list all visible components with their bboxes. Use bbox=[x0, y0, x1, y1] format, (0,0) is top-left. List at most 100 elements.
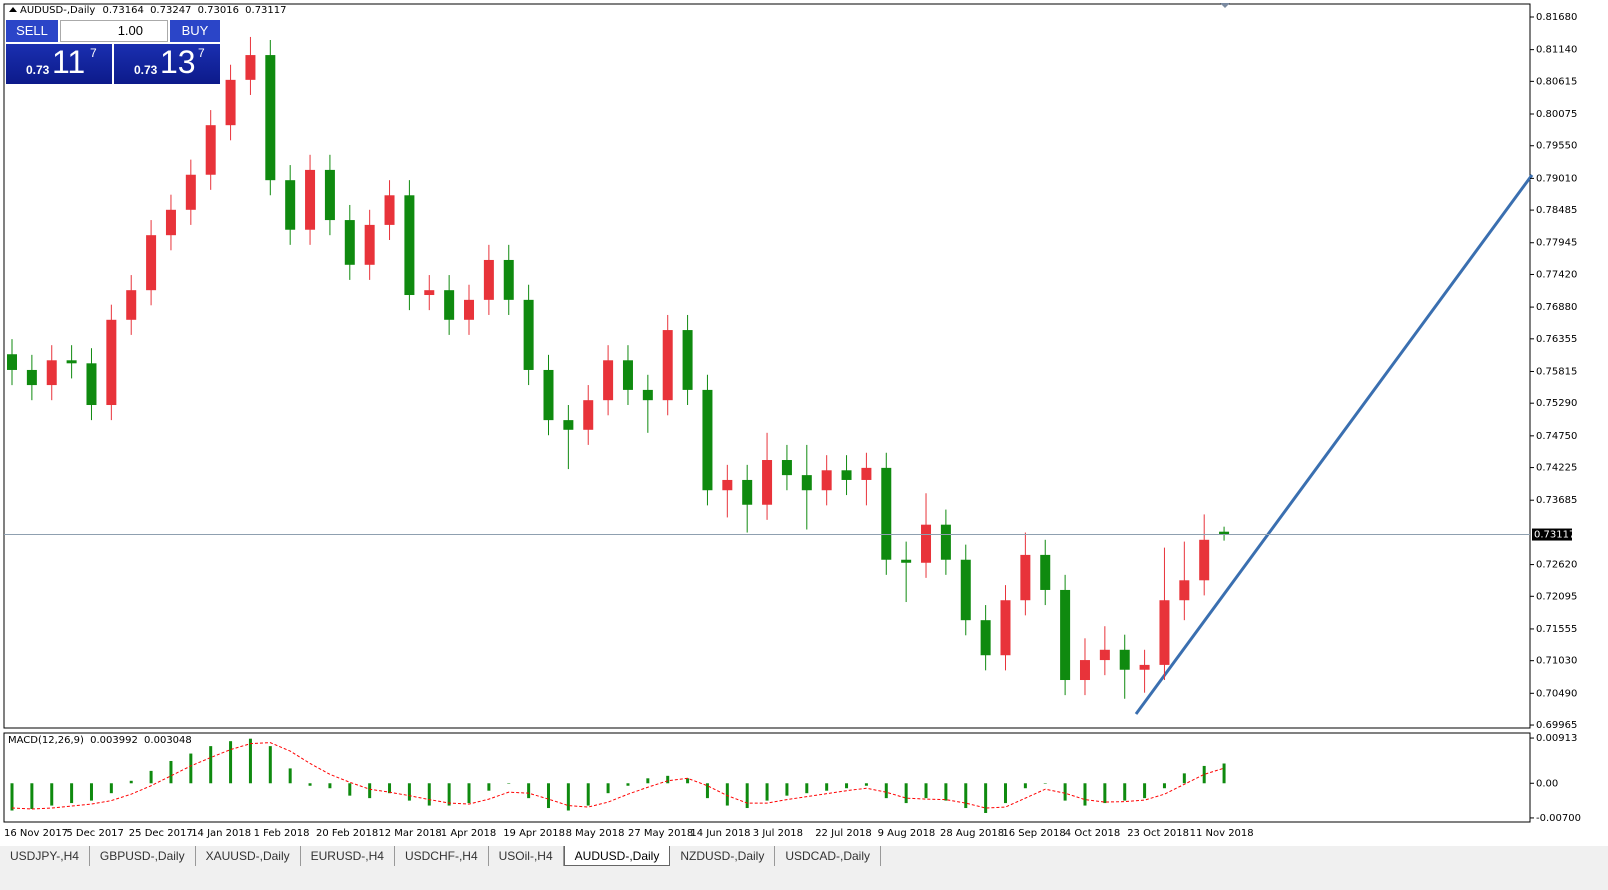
macd-bar bbox=[904, 783, 908, 804]
candle-body bbox=[344, 220, 355, 265]
candle-body bbox=[1199, 539, 1210, 581]
macd-bar bbox=[30, 783, 34, 810]
macd-bar bbox=[805, 783, 809, 794]
macd-bar bbox=[1202, 765, 1206, 784]
y-tick-label: 0.80615 bbox=[1536, 76, 1577, 87]
macd-bar bbox=[288, 768, 292, 784]
collapse-icon[interactable] bbox=[9, 7, 17, 12]
candle-body bbox=[1159, 600, 1170, 665]
price-frame bbox=[3, 3, 1531, 729]
bid-pip: 7 bbox=[90, 46, 97, 60]
macd-bar bbox=[229, 741, 233, 784]
candle-body bbox=[603, 360, 614, 401]
candle-body bbox=[1079, 660, 1090, 681]
macd-bar bbox=[149, 770, 153, 784]
x-tick-label: 14 Jun 2018 bbox=[690, 828, 750, 839]
ask-big: 0.73 bbox=[134, 63, 158, 77]
open: 0.73164 bbox=[103, 5, 144, 16]
current-price-label: 0.73117 bbox=[1534, 530, 1575, 541]
candle-body bbox=[126, 290, 137, 320]
chart-tab[interactable]: USOil-,H4 bbox=[489, 846, 564, 866]
macd-bar bbox=[109, 783, 113, 794]
macd-bar bbox=[268, 746, 272, 784]
macd-bar bbox=[825, 783, 829, 791]
macd-bar bbox=[189, 753, 193, 784]
candle-body bbox=[642, 389, 653, 401]
candle-body bbox=[483, 259, 494, 300]
x-tick-label: 16 Nov 2017 bbox=[4, 828, 68, 839]
candle-body bbox=[66, 360, 77, 364]
signal-line bbox=[11, 742, 1225, 810]
chart-window: AUDUSD-,Daily 0.73164 0.73247 0.73016 0.… bbox=[0, 0, 1608, 846]
candle-body bbox=[781, 460, 792, 476]
chart-tab[interactable]: EURUSD-,H4 bbox=[301, 846, 395, 866]
sell-button[interactable]: SELL bbox=[6, 20, 58, 42]
macd-bar bbox=[368, 783, 372, 799]
ask-pip: 7 bbox=[198, 46, 205, 60]
macd-bar bbox=[924, 783, 928, 799]
macd-bar bbox=[1043, 783, 1047, 784]
chart-tab[interactable]: NZDUSD-,Daily bbox=[670, 846, 776, 866]
macd-bar bbox=[725, 783, 729, 806]
y-tick-label: 0.74225 bbox=[1536, 463, 1577, 474]
macd-bar bbox=[705, 783, 709, 799]
chart-tab[interactable]: XAUUSD-,Daily bbox=[196, 846, 301, 866]
candle-body bbox=[901, 559, 912, 563]
macd-header: MACD(12,26,9) 0.003992 0.003048 bbox=[8, 735, 192, 746]
macd-bar bbox=[209, 746, 213, 784]
chart-tab[interactable]: USDCAD-,Daily bbox=[775, 846, 882, 866]
candle-body bbox=[305, 169, 316, 230]
trend-line[interactable] bbox=[1134, 174, 1534, 715]
candle-body bbox=[801, 475, 812, 491]
macd-bar bbox=[964, 783, 968, 809]
y-tick-label: 0.75815 bbox=[1536, 366, 1577, 377]
candle-body bbox=[622, 360, 633, 390]
macd-bar bbox=[1182, 773, 1186, 784]
candle-body bbox=[384, 195, 395, 225]
candle-body bbox=[165, 209, 176, 236]
candle-body bbox=[1219, 531, 1230, 535]
bid-quote[interactable]: 0.73 11 7 bbox=[6, 44, 112, 84]
one-click-trading: SELL 1.00 BUY 0.73 11 7 0.73 13 7 bbox=[6, 20, 220, 84]
chart-tab[interactable]: AUDUSD-,Daily bbox=[563, 846, 671, 866]
y-tick-label: 0.70490 bbox=[1536, 688, 1577, 699]
x-tick-label: 25 Dec 2017 bbox=[129, 828, 193, 839]
candle-body bbox=[1060, 589, 1071, 681]
macd-bar bbox=[507, 783, 511, 784]
macd-bar bbox=[10, 783, 14, 811]
chart-tab[interactable]: USDJPY-,H4 bbox=[0, 846, 90, 866]
macd-bar bbox=[1103, 783, 1107, 804]
x-tick-label: 20 Feb 2018 bbox=[316, 828, 378, 839]
lot-input[interactable]: 1.00 bbox=[60, 20, 168, 42]
x-tick-label: 16 Sep 2018 bbox=[1002, 828, 1065, 839]
candle-body bbox=[86, 363, 97, 406]
macd-bar bbox=[89, 783, 93, 801]
macd-bar bbox=[646, 778, 650, 784]
macd-bar bbox=[308, 783, 312, 786]
candle-body bbox=[424, 290, 435, 296]
candle-body bbox=[762, 460, 773, 505]
candle-body bbox=[821, 470, 832, 491]
y-tick-label: 0.00 bbox=[1536, 778, 1558, 789]
chart-tab[interactable]: GBPUSD-,Daily bbox=[90, 846, 196, 866]
macd-bar bbox=[785, 783, 789, 796]
candle-body bbox=[1119, 649, 1130, 670]
candle-body bbox=[324, 169, 335, 221]
macd-bar bbox=[348, 783, 352, 796]
ask-quote[interactable]: 0.73 13 7 bbox=[114, 44, 220, 84]
macd-bar bbox=[566, 783, 570, 811]
candle-body bbox=[106, 319, 117, 406]
y-tick-label: 0.71555 bbox=[1536, 624, 1577, 635]
candle-body bbox=[146, 235, 157, 291]
x-tick-label: 23 Oct 2018 bbox=[1127, 828, 1189, 839]
y-tick-label: 0.79010 bbox=[1536, 173, 1577, 184]
macd-bar bbox=[487, 783, 491, 791]
chart-header: AUDUSD-,Daily 0.73164 0.73247 0.73016 0.… bbox=[20, 5, 287, 16]
x-tick-label: 11 Nov 2018 bbox=[1190, 828, 1254, 839]
macd-bar bbox=[745, 783, 749, 809]
x-tick-label: 4 Oct 2018 bbox=[1065, 828, 1120, 839]
chart-tab[interactable]: USDCHF-,H4 bbox=[395, 846, 489, 866]
macd-bar bbox=[626, 783, 630, 786]
buy-button[interactable]: BUY bbox=[170, 20, 220, 42]
